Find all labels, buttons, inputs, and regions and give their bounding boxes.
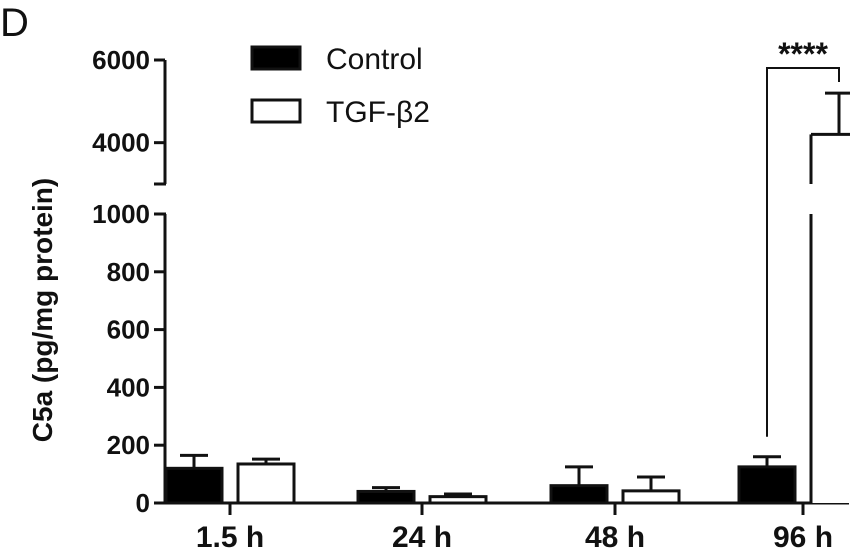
x-tick-label: 48 h xyxy=(585,521,645,554)
x-tick-label: 1.5 h xyxy=(196,521,264,554)
y-axis-label: C5a (pg/mg protein) xyxy=(27,178,58,442)
x-tick-label: 24 h xyxy=(392,521,452,554)
legend: Control TGF-β2 xyxy=(250,43,430,129)
bars xyxy=(164,91,850,505)
y-tick-label: 6000 xyxy=(92,45,150,75)
bar-0 xyxy=(549,484,609,505)
panel-label: D xyxy=(0,1,29,45)
x-tick-label: 96 h xyxy=(773,521,833,554)
bar-1 xyxy=(621,489,681,505)
axes: 0 200 400 600 800 1000 4000 6000 1.5 h 24 h 48 h 96… xyxy=(92,45,849,554)
bar-0 xyxy=(356,489,416,505)
significance-annotation: **** xyxy=(766,36,840,437)
legend-label-1: TGF-β2 xyxy=(326,96,430,129)
y-tick-label: 600 xyxy=(107,315,150,345)
y-tick-label: 200 xyxy=(107,430,150,460)
significance-bracket xyxy=(766,67,840,437)
bar-0 xyxy=(737,465,797,505)
bar-0 xyxy=(164,466,224,505)
bar-1 xyxy=(811,214,850,503)
legend-swatch-1 xyxy=(250,98,302,124)
legend-label-0: Control xyxy=(326,43,423,76)
bar-1 xyxy=(428,495,488,505)
y-tick-label: 400 xyxy=(107,372,150,402)
bar-1 xyxy=(236,462,296,505)
y-tick-label: 1000 xyxy=(92,199,150,229)
y-tick-label: 800 xyxy=(107,257,150,287)
legend-swatch-0 xyxy=(250,45,302,71)
significance-label: **** xyxy=(778,36,828,72)
y-tick-label: 4000 xyxy=(92,128,150,158)
y-tick-label: 0 xyxy=(136,488,150,518)
